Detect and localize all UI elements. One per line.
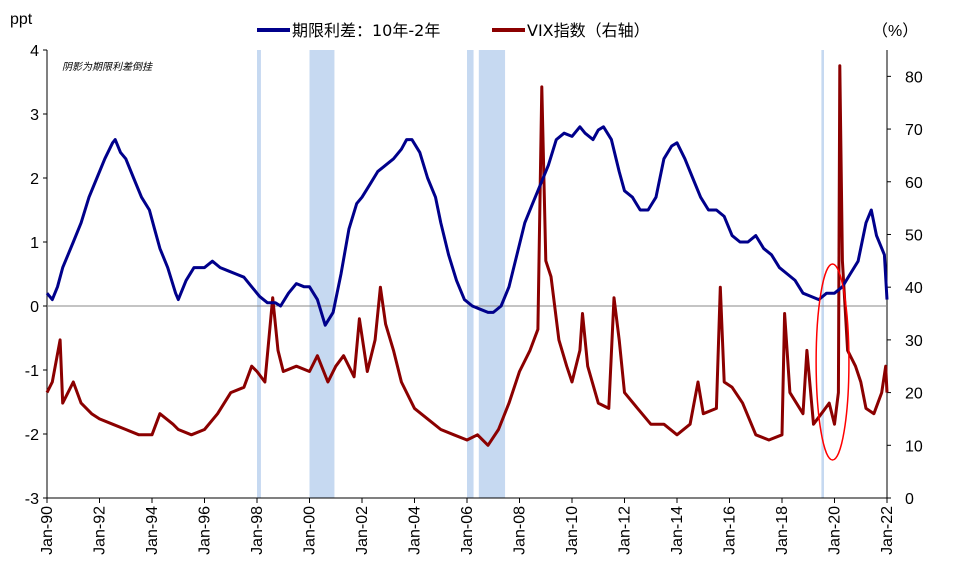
left-tick-label-7: -3 [25,491,39,508]
x-tick-label-12: Jan-14 [669,506,686,555]
x-tick-label-5: Jan-00 [302,506,319,555]
right-tick-label-0: 80 [905,69,923,86]
x-axis-ticks: Jan-90 Jan-92 Jan-94 Jan-96 Jan-98 Jan-00 Jan-… [39,498,896,555]
x-tick-label-13: Jan-16 [722,506,739,555]
shading-note: 阴影为期限利差倒挂 [62,61,153,73]
left-tick-label-2: 2 [30,171,39,188]
x-tick-label-10: Jan-10 [564,506,581,555]
right-tick-label-2: 60 [905,175,923,192]
shade-period-3 [478,50,506,498]
x-tick-label-14: Jan-18 [774,506,791,555]
x-tick-label-11: Jan-12 [617,506,634,555]
left-tick-label-3: 1 [30,235,39,252]
left-axis-ticks: 4 3 2 1 0 -1 -2 -3 [25,43,47,508]
legend-label-vix: VIX指数（右轴） [527,21,650,40]
right-tick-label-6: 20 [905,386,923,403]
x-tick-label-3: Jan-96 [197,506,214,555]
x-tick-label-6: Jan-02 [354,506,371,555]
x-tick-label-2: Jan-94 [144,506,161,555]
legend-label-spread: 期限利差：10年-2年 [292,21,440,40]
left-tick-label-4: 0 [30,299,39,316]
right-axis-unit: （%） [872,22,918,40]
left-axis-unit: ppt [10,11,33,28]
right-tick-label-4: 40 [905,280,923,297]
series-line-spread [45,125,889,327]
x-tick-label-1: Jan-92 [92,506,109,555]
left-tick-label-5: -1 [25,363,39,380]
x-tick-label-4: Jan-98 [249,506,266,555]
shaded-periods [257,50,824,498]
x-tick-label-15: Jan-20 [827,506,844,555]
right-tick-label-8: 0 [905,491,914,508]
series-lines [45,64,889,447]
left-tick-label-0: 4 [30,43,39,60]
shade-period-1 [309,50,335,498]
x-tick-label-0: Jan-90 [39,506,56,555]
x-tick-label-16: Jan-22 [879,506,896,555]
right-tick-label-3: 50 [905,227,923,244]
shade-period-0 [257,50,261,498]
shade-period-2 [467,50,474,498]
series-line-vix [45,64,889,447]
legend: 期限利差：10年-2年 VIX指数（右轴） [257,21,650,40]
left-tick-label-1: 3 [30,107,39,124]
left-tick-label-6: -2 [25,427,39,444]
right-tick-label-5: 30 [905,333,923,350]
x-tick-label-8: Jan-06 [459,506,476,555]
x-tick-label-7: Jan-04 [407,506,424,555]
x-tick-label-9: Jan-08 [512,506,529,555]
right-tick-label-7: 10 [905,438,923,455]
shade-period-4 [821,50,824,498]
right-tick-label-1: 70 [905,122,923,139]
annotation-ellipse [815,263,850,461]
right-axis-ticks: 80 70 60 50 40 30 20 10 0 [887,69,923,508]
